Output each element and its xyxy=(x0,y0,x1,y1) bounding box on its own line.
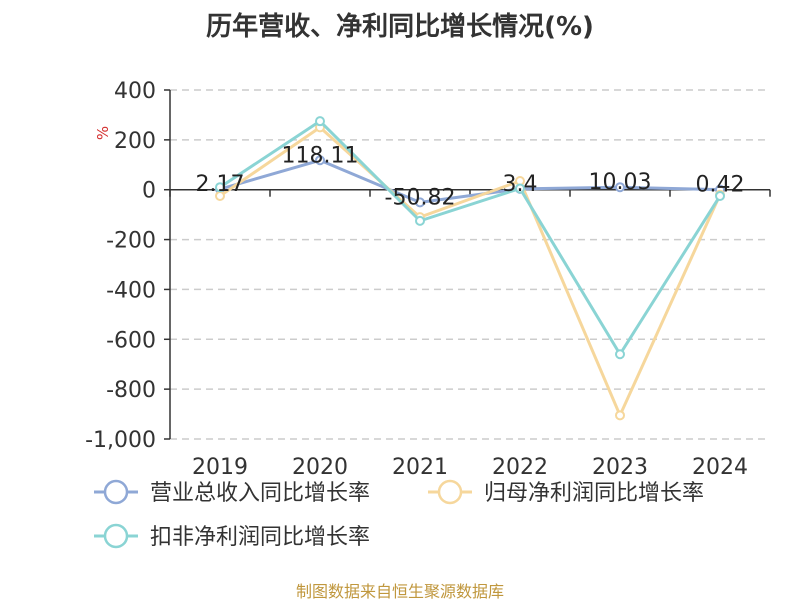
data-point xyxy=(315,155,325,166)
data-label: -50.82 xyxy=(385,185,456,210)
series-lines xyxy=(215,116,725,421)
data-point xyxy=(415,215,425,226)
y-axis-label: % xyxy=(94,126,112,140)
data-labels: 2.17 118.11 -50.82 3.4 10.03 0.42 xyxy=(196,143,745,210)
legend-label: 营业总收入同比增长率 xyxy=(150,481,370,506)
data-label: 10.03 xyxy=(589,170,652,195)
data-point xyxy=(615,349,625,360)
data-point xyxy=(615,182,625,193)
data-source-note: 制图数据来自恒生聚源数据库 xyxy=(295,582,504,601)
legend-swatch-marker xyxy=(437,479,463,505)
data-label: 118.11 xyxy=(282,143,359,168)
series-line-3 xyxy=(219,119,722,356)
grid-lines xyxy=(170,89,770,440)
legend-label: 扣非净利润同比增长率 xyxy=(150,525,370,550)
y-tick-label: -800 xyxy=(106,378,156,403)
legend-item: 扣非净利润同比增长率 xyxy=(94,523,370,550)
y-tick-label: -1,000 xyxy=(85,428,156,453)
data-point xyxy=(715,190,725,201)
data-point xyxy=(515,183,525,194)
data-point xyxy=(315,116,325,127)
legend-swatch-marker xyxy=(103,523,129,549)
x-tick-label: 2021 xyxy=(392,455,448,480)
x-tick-label: 2022 xyxy=(492,455,548,480)
x-tick-label: 2023 xyxy=(592,455,648,480)
axes: 400 200 0 -200 -400 -600 -800 -1,000% 2019 2020 20… xyxy=(85,79,771,480)
y-tick-label: 0 xyxy=(142,179,156,204)
y-tick-label: -600 xyxy=(106,328,156,353)
legend-label: 归母净利润同比增长率 xyxy=(484,481,704,506)
legend-item: 营业总收入同比增长率 xyxy=(94,479,370,506)
y-tick-label: 400 xyxy=(114,79,156,104)
legend-swatch-marker xyxy=(103,479,129,505)
data-label: 3.4 xyxy=(503,172,538,197)
x-tick-label: 2020 xyxy=(292,455,348,480)
series-line-1 xyxy=(219,158,721,204)
legend-item: 归母净利润同比增长率 xyxy=(428,479,704,506)
chart-title: 历年营收、净利同比增长情况(%) xyxy=(206,12,594,42)
y-tick-label: 200 xyxy=(114,129,156,154)
series-line-2 xyxy=(219,125,722,417)
data-point xyxy=(415,197,425,208)
x-tick-label: 2024 xyxy=(692,455,748,480)
data-point xyxy=(215,182,225,193)
data-label: 2.17 xyxy=(196,172,245,197)
data-point xyxy=(615,410,625,421)
data-label: 0.42 xyxy=(696,173,745,198)
x-tick-label: 2019 xyxy=(192,455,248,480)
y-tick-label: -400 xyxy=(106,278,156,303)
y-tick-label: -200 xyxy=(106,229,156,254)
